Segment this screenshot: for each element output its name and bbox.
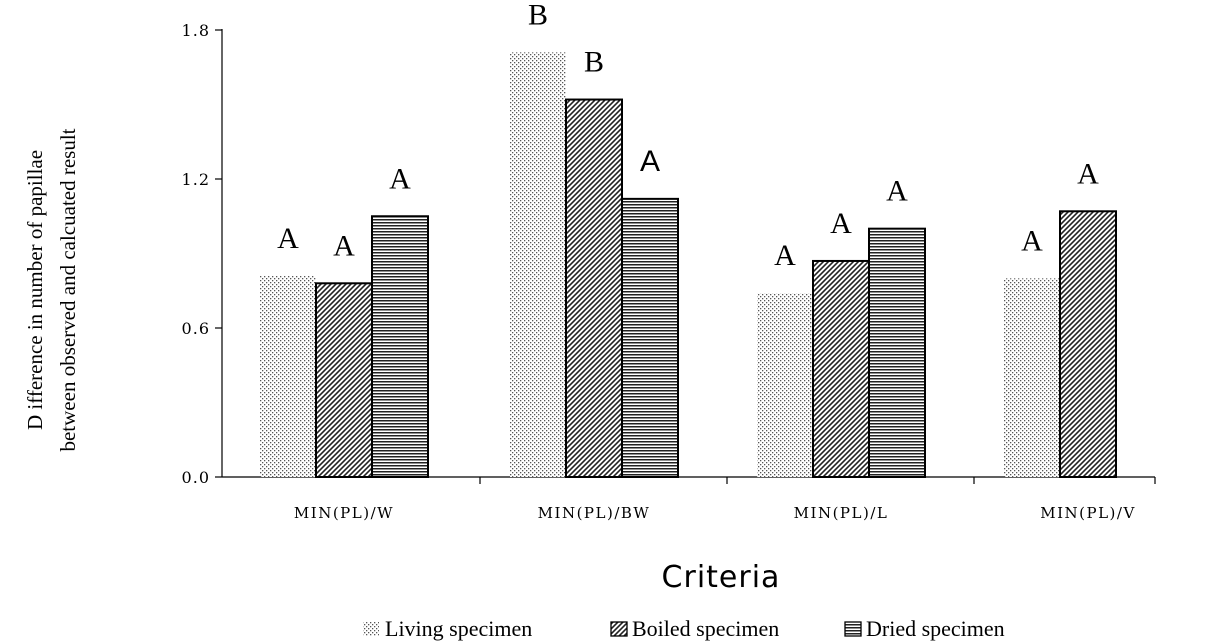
- legend-swatch-diagonal: [610, 621, 628, 637]
- y-tick-label: 1.2: [182, 170, 210, 189]
- significance-letter: A: [640, 145, 660, 178]
- y-axis-title-line: D ifference in number of papillae: [23, 150, 47, 430]
- x-tick-label: MIN(PL)/V: [1040, 504, 1136, 522]
- axes: 0.0 0.6 1.2 1.8 MIN(PL)/W MIN(PL)/BW MIN(PL)/L…: [182, 21, 1156, 522]
- significance-letter: A: [389, 162, 411, 195]
- legend-label: Boiled specimen: [632, 616, 779, 641]
- bar-diagonal: [1059, 210, 1117, 479]
- y-tick-label: 0.0: [182, 468, 210, 487]
- bar-diagonal: [315, 282, 373, 478]
- bar-dots: [510, 52, 566, 477]
- bar-horizontal: [371, 215, 429, 478]
- significance-letter: A: [277, 222, 299, 255]
- y-axis-title: D ifference in number of papillae between…: [23, 128, 80, 451]
- x-tick-label: MIN(PL)/W: [294, 504, 394, 522]
- bar-diagonal: [565, 98, 623, 479]
- significance-letter: A: [1077, 157, 1099, 190]
- legend-label: Dried specimen: [866, 616, 1005, 641]
- y-tick-label: 1.8: [182, 21, 210, 40]
- x-axis-title: Criteria: [662, 560, 781, 595]
- significance-letter: B: [584, 46, 604, 79]
- y-axis-title-line: between observed and calcuated result: [56, 128, 80, 451]
- significance-letters: A B A A A B A A A A A: [277, 0, 1099, 272]
- legend-label: Living specimen: [385, 616, 532, 641]
- significance-letter: B: [528, 0, 548, 31]
- legend-swatch-horizontal: [844, 621, 862, 637]
- bar-diagonal: [812, 259, 870, 479]
- significance-letter: A: [886, 175, 908, 208]
- bar-dots: [1004, 278, 1060, 477]
- y-tick-label: 0.6: [182, 319, 210, 338]
- legend-swatch-dots: [363, 622, 379, 636]
- bar-dots: [757, 293, 813, 477]
- significance-letter: A: [830, 207, 852, 240]
- bar-dots: [260, 275, 316, 477]
- bar-horizontal: [621, 197, 679, 478]
- significance-letter: A: [774, 239, 796, 272]
- significance-letter: A: [333, 229, 355, 262]
- x-tick-label: MIN(PL)/L: [794, 504, 889, 522]
- significance-letter: A: [1021, 224, 1043, 257]
- legend: Living specimen Boiled specimen Dried spec…: [363, 616, 1005, 641]
- bars: [260, 52, 1117, 479]
- x-tick-label: MIN(PL)/BW: [538, 504, 651, 522]
- bar-horizontal: [868, 227, 926, 478]
